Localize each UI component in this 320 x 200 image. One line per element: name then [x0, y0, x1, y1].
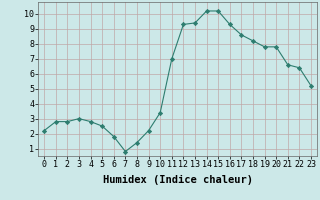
X-axis label: Humidex (Indice chaleur): Humidex (Indice chaleur) [103, 175, 252, 185]
